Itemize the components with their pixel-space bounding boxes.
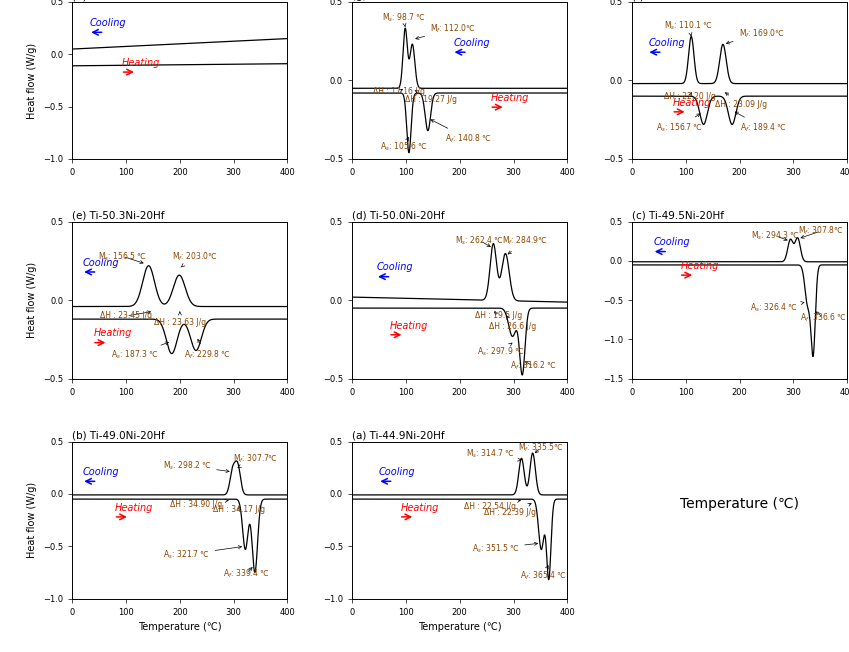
X-axis label: Temperature (℃): Temperature (℃) [418,622,502,632]
Y-axis label: Heat flow (W/g): Heat flow (W/g) [27,482,37,558]
Text: Heating: Heating [115,503,154,512]
Text: M$_f$: 203.0℃: M$_f$: 203.0℃ [171,250,217,267]
Text: Cooling: Cooling [377,262,413,273]
Text: Cooling: Cooling [648,38,685,48]
Text: Heating: Heating [390,321,428,331]
Text: Heating: Heating [680,261,719,271]
Text: ΔH : 23.09 J/g: ΔH : 23.09 J/g [716,93,767,108]
Text: ΔH : 23.45 J/g: ΔH : 23.45 J/g [100,311,152,320]
Text: A$_f$: 339.4 ℃: A$_f$: 339.4 ℃ [223,567,270,580]
Text: (a) Ti-44.9Ni-20Hf: (a) Ti-44.9Ni-20Hf [352,431,445,441]
Text: A$_s$: 105.6 ℃: A$_s$: 105.6 ℃ [380,138,428,153]
Text: (g) Ti-50.7Ni-20Hf: (g) Ti-50.7Ni-20Hf [352,0,445,1]
Text: ΔH : 34.17 J/g: ΔH : 34.17 J/g [213,505,266,514]
Text: ΔH : 34.90 J/g: ΔH : 34.90 J/g [170,499,228,509]
Text: M$_f$: 169.0℃: M$_f$: 169.0℃ [727,27,784,44]
Text: Heating: Heating [491,93,529,103]
Text: Cooling: Cooling [83,467,120,477]
Text: Cooling: Cooling [379,467,416,477]
Text: M$_s$: 110.1 ℃: M$_s$: 110.1 ℃ [664,20,713,36]
Text: A$_f$: 229.8 ℃: A$_f$: 229.8 ℃ [184,340,230,361]
Text: Cooling: Cooling [453,38,490,48]
Text: M$_s$: 294.3 ℃: M$_s$: 294.3 ℃ [751,230,801,242]
Text: A$_f$: 336.6 ℃: A$_f$: 336.6 ℃ [800,311,846,324]
Text: M$_f$: 284.9℃: M$_f$: 284.9℃ [502,234,548,254]
Text: M$_f$: 307.8℃: M$_f$: 307.8℃ [798,225,843,239]
Text: ΔH : 22.54 J/g: ΔH : 22.54 J/g [464,499,520,511]
Text: ΔH : 17.16 J/g: ΔH : 17.16 J/g [373,87,424,96]
Text: A$_f$: 140.8 ℃: A$_f$: 140.8 ℃ [431,120,492,145]
Text: Heating: Heating [673,98,711,108]
Text: M$_f$: 112.0℃: M$_f$: 112.0℃ [416,22,475,39]
Text: ΔH : 19.27 J/g: ΔH : 19.27 J/g [405,91,457,104]
Text: ΔH : 19.5 J/g: ΔH : 19.5 J/g [475,312,522,320]
Text: M$_f$: 335.5℃: M$_f$: 335.5℃ [518,441,564,454]
Y-axis label: Heat flow (W/g): Heat flow (W/g) [27,42,37,119]
Text: (b) Ti-49.0Ni-20Hf: (b) Ti-49.0Ni-20Hf [72,431,165,441]
Text: Heating: Heating [122,58,160,68]
Text: Cooling: Cooling [83,258,120,268]
Text: (d) Ti-50.0Ni-20Hf: (d) Ti-50.0Ni-20Hf [352,211,445,221]
Text: M$_s$: 314.7 ℃: M$_s$: 314.7 ℃ [466,448,520,461]
Text: (f) Ti-50.5Ni-20Hf: (f) Ti-50.5Ni-20Hf [632,0,722,1]
Text: Cooling: Cooling [654,237,690,247]
Text: A$_f$: 316.2 ℃: A$_f$: 316.2 ℃ [510,360,557,372]
Text: M$_s$: 298.2 ℃: M$_s$: 298.2 ℃ [163,460,229,473]
Text: A$_s$: 321.7 ℃: A$_s$: 321.7 ℃ [163,546,241,561]
Text: M$_s$: 262.4 ℃: M$_s$: 262.4 ℃ [455,234,504,247]
Text: M$_s$: 98.7 ℃: M$_s$: 98.7 ℃ [382,11,425,27]
Text: Temperature (℃): Temperature (℃) [680,497,799,511]
Y-axis label: Heat flow (W/g): Heat flow (W/g) [27,262,37,338]
Text: A$_s$: 156.7 ℃: A$_s$: 156.7 ℃ [655,114,703,134]
Text: Cooling: Cooling [90,18,127,28]
X-axis label: Temperature (℃): Temperature (℃) [138,622,222,632]
Text: A$_f$: 365.4 ℃: A$_f$: 365.4 ℃ [520,566,567,582]
Text: A$_s$: 187.3 ℃: A$_s$: 187.3 ℃ [111,342,168,361]
Text: A$_f$: 189.4 ℃: A$_f$: 189.4 ℃ [735,112,786,134]
Text: Heating: Heating [401,503,439,512]
Text: (h) Ti-51.0Ni-20Hf: (h) Ti-51.0Ni-20Hf [72,0,165,1]
Text: ΔH : 22.20 J/g: ΔH : 22.20 J/g [664,92,717,100]
Text: M$_s$: 156.5 ℃: M$_s$: 156.5 ℃ [98,250,147,263]
Text: A$_s$: 297.9 ℃: A$_s$: 297.9 ℃ [477,343,525,359]
Text: (e) Ti-50.3Ni-20Hf: (e) Ti-50.3Ni-20Hf [72,211,165,221]
Text: A$_s$: 351.5 ℃: A$_s$: 351.5 ℃ [471,542,537,555]
Text: ΔH : 26.6 J/g: ΔH : 26.6 J/g [489,316,537,331]
Text: Heating: Heating [93,329,132,338]
Text: ΔH : 22.39 J/g: ΔH : 22.39 J/g [484,503,536,517]
Text: (c) Ti-49.5Ni-20Hf: (c) Ti-49.5Ni-20Hf [632,211,724,221]
Text: A$_s$: 326.4 ℃: A$_s$: 326.4 ℃ [751,301,804,314]
Text: ΔH : 23.63 J/g: ΔH : 23.63 J/g [154,312,206,327]
Text: M$_f$: 307.7℃: M$_f$: 307.7℃ [233,452,278,467]
